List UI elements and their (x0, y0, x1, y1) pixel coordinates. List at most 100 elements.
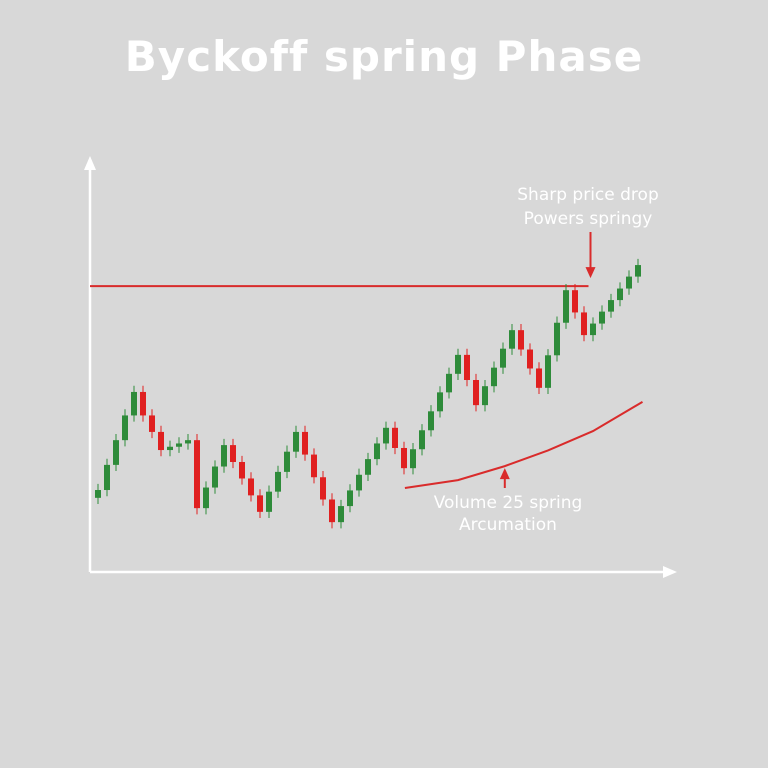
axes (84, 156, 677, 578)
candle (266, 485, 272, 519)
candle-body (572, 290, 578, 313)
candle-body (518, 330, 524, 350)
candle-body (608, 300, 614, 312)
candle-body (437, 392, 443, 412)
candle-body (221, 445, 227, 467)
candle (455, 348, 461, 381)
candle (365, 452, 371, 481)
candle (608, 293, 614, 318)
candle-body (635, 265, 641, 277)
candle (590, 317, 596, 342)
candle-body (563, 290, 569, 323)
candle-body (482, 386, 488, 406)
candle (329, 493, 335, 529)
candle-body (365, 459, 371, 475)
candle-body (248, 478, 254, 496)
candle (122, 409, 128, 447)
candle-body (320, 477, 326, 500)
candle (167, 440, 173, 457)
candle-body (410, 449, 416, 469)
candle-body (284, 451, 290, 472)
candle-body (545, 355, 551, 388)
candle (473, 373, 479, 412)
annotation-spring-line1: Sharp price drop (517, 185, 658, 205)
candle-body (554, 322, 560, 356)
candle-body (95, 490, 101, 498)
candle-body (590, 323, 596, 336)
candle (563, 284, 569, 329)
candle (320, 471, 326, 506)
candle (527, 343, 533, 375)
candle (419, 424, 425, 456)
y-axis-arrow-icon (84, 156, 96, 170)
candle-body (347, 490, 353, 507)
candle-body (581, 312, 587, 336)
candle (275, 465, 281, 498)
candle (239, 455, 245, 485)
candle-body (140, 391, 146, 416)
candle (203, 481, 209, 515)
candle-body (257, 495, 263, 512)
candle (149, 409, 155, 439)
annotation-volume-line2: Arcumation (459, 515, 557, 535)
candle (392, 421, 398, 455)
candle (509, 323, 515, 355)
candle-body (491, 367, 497, 387)
candle-body (599, 311, 605, 324)
candle (140, 385, 146, 422)
candle-body (464, 354, 470, 381)
candle-body (311, 454, 317, 478)
candle (230, 438, 236, 469)
candle-body (419, 430, 425, 450)
candle (374, 437, 380, 466)
candle (95, 483, 101, 505)
annotation-volume-line1: Volume 25 spring (434, 493, 583, 513)
candle-body (158, 431, 164, 451)
candle (401, 441, 407, 475)
candle (158, 425, 164, 457)
arrow-up-icon (499, 468, 510, 480)
candle (482, 380, 488, 412)
candle-body (131, 391, 137, 416)
candle-body (428, 411, 434, 431)
x-axis-arrow-icon (663, 566, 677, 578)
candle-body (473, 380, 479, 406)
candle-body (302, 431, 308, 455)
candle (176, 437, 182, 453)
candle-body (401, 447, 407, 469)
candle-body (239, 461, 245, 479)
candle (536, 362, 542, 395)
candle (599, 305, 605, 330)
candle-body (338, 506, 344, 523)
candle-body (392, 427, 398, 448)
candle (446, 367, 452, 399)
candle (410, 443, 416, 475)
candle-body (455, 354, 461, 374)
candle (302, 425, 308, 461)
candle (113, 433, 119, 472)
candle (194, 433, 200, 515)
candle (428, 405, 434, 437)
candle-body (212, 466, 218, 488)
candle-body (149, 415, 155, 432)
candle-body (374, 443, 380, 460)
candle-body (113, 440, 119, 465)
candle (626, 270, 632, 295)
candle-body (185, 440, 191, 444)
candle (545, 349, 551, 395)
chart-title: Byckoff spring Phase (124, 32, 644, 81)
candle-body (176, 443, 182, 447)
candle-body (104, 464, 110, 491)
candle (221, 438, 227, 473)
candle (635, 258, 641, 283)
candle (518, 323, 524, 356)
candle-body (194, 440, 200, 509)
candle (104, 458, 110, 497)
candle (356, 468, 362, 497)
candle-body (617, 288, 623, 301)
candle (581, 306, 587, 342)
candle-body (509, 330, 515, 349)
candle (572, 284, 578, 319)
candle (293, 425, 299, 458)
